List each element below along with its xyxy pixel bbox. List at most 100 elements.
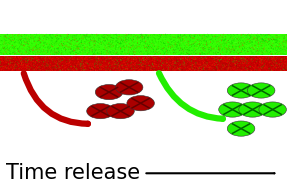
Point [130, 48, 135, 51]
Point [68, 44, 73, 47]
Point [146, 35, 150, 38]
Point [156, 37, 160, 40]
Point [108, 42, 113, 45]
Point [54, 62, 59, 65]
Point [106, 60, 111, 63]
Point [234, 64, 239, 67]
Point [121, 41, 125, 44]
Point [79, 63, 84, 66]
Point [62, 38, 67, 41]
Point [283, 65, 287, 68]
Point [266, 47, 271, 50]
Point [220, 36, 224, 39]
Point [114, 68, 119, 71]
Point [147, 68, 152, 71]
Point [1, 64, 6, 67]
Point [60, 57, 65, 60]
Point [75, 44, 80, 47]
Point [45, 63, 49, 66]
Point [8, 47, 13, 50]
Point [65, 59, 69, 62]
Point [38, 56, 42, 59]
Point [13, 68, 18, 71]
Point [182, 62, 187, 65]
Point [50, 41, 55, 44]
Point [34, 64, 38, 67]
Point [43, 63, 48, 66]
Point [230, 55, 235, 58]
Point [115, 58, 119, 61]
Point [2, 35, 6, 38]
Point [279, 42, 284, 45]
Point [26, 65, 30, 68]
Point [267, 62, 272, 65]
Point [195, 57, 200, 60]
Point [221, 45, 225, 48]
Point [227, 47, 231, 50]
Point [230, 45, 235, 48]
Point [71, 34, 76, 37]
Point [181, 60, 186, 63]
Point [135, 42, 139, 45]
Point [81, 57, 86, 60]
Point [4, 60, 9, 63]
Point [76, 64, 80, 67]
Point [231, 60, 236, 63]
Point [178, 63, 183, 66]
Point [55, 60, 60, 63]
Point [56, 52, 61, 55]
Point [62, 66, 67, 69]
Point [198, 35, 202, 38]
Point [214, 61, 219, 64]
Point [64, 51, 69, 54]
Point [211, 63, 216, 66]
Point [237, 66, 242, 69]
Point [137, 59, 142, 62]
Point [99, 41, 104, 44]
Point [97, 63, 101, 66]
Point [253, 44, 257, 47]
Point [67, 60, 72, 63]
Point [243, 59, 248, 62]
Point [271, 61, 275, 64]
Point [212, 66, 217, 69]
Point [55, 36, 60, 39]
Point [254, 33, 258, 36]
Point [241, 67, 246, 70]
Point [168, 61, 172, 64]
Point [236, 64, 240, 67]
Point [192, 35, 196, 38]
Point [89, 37, 94, 40]
Point [55, 37, 59, 40]
Point [167, 48, 172, 51]
Point [117, 66, 122, 69]
Point [267, 68, 271, 71]
Point [267, 43, 272, 46]
Point [55, 64, 59, 67]
Point [152, 62, 156, 65]
Point [99, 61, 104, 64]
Point [168, 33, 173, 36]
Point [13, 60, 18, 63]
Point [133, 58, 137, 61]
Point [262, 66, 267, 69]
Point [282, 60, 286, 63]
Point [250, 47, 255, 50]
Point [185, 62, 189, 65]
Point [269, 61, 274, 64]
Point [253, 47, 257, 50]
Point [137, 51, 142, 54]
Point [185, 52, 189, 55]
Point [272, 69, 277, 72]
Bar [0, 56, 287, 71]
Point [40, 69, 44, 72]
Point [113, 58, 118, 61]
Point [253, 46, 258, 49]
Point [2, 46, 7, 49]
Point [130, 63, 134, 66]
Point [171, 55, 175, 58]
Point [232, 61, 237, 64]
Point [167, 50, 172, 53]
Point [210, 57, 214, 60]
Point [220, 42, 225, 45]
